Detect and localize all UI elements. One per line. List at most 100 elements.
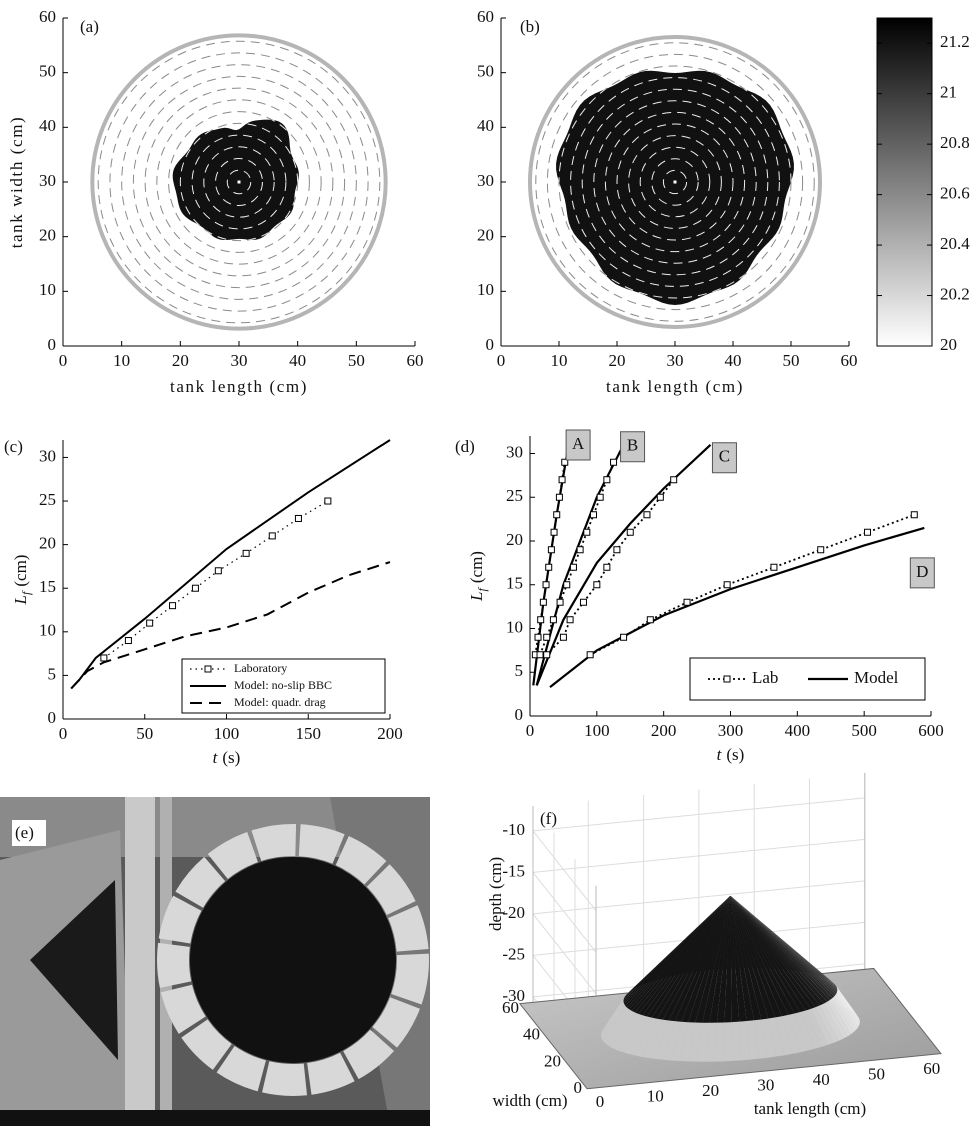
y-tick-label: 60: [477, 7, 494, 26]
x-axis-label: t(s): [213, 748, 241, 767]
lab-marker: [192, 585, 198, 591]
y-label-sub: f: [19, 590, 33, 595]
x-tick-label: 20: [172, 351, 189, 370]
lab-marker: [538, 617, 544, 623]
x-tick-label: 40: [813, 1070, 830, 1089]
panel-label: (a): [80, 17, 99, 36]
lab-marker: [269, 533, 275, 539]
y-tick-label: 0: [515, 705, 524, 724]
y-axis-label: Lf(cm): [11, 555, 33, 606]
x-tick-label: 50: [783, 351, 800, 370]
center-dot: [674, 181, 677, 184]
y-tick-label: 15: [39, 577, 56, 596]
lab-marker: [570, 564, 576, 570]
x-tick-label: 50: [348, 351, 365, 370]
x-tick-label: 20: [609, 351, 626, 370]
series-line: [71, 440, 390, 689]
lab-marker: [647, 617, 653, 623]
lab-marker: [771, 564, 777, 570]
tank: [92, 35, 385, 328]
y-label-main: L: [467, 591, 486, 601]
group-label: B: [627, 436, 638, 455]
y-tick-label: 0: [486, 335, 495, 354]
x-label-var: t: [213, 748, 219, 767]
lab-marker: [644, 512, 650, 518]
lab-marker: [604, 564, 610, 570]
legend-label: Model: [854, 668, 899, 687]
x-tick-label: 0: [59, 724, 68, 743]
y-tick-label: 20: [39, 226, 56, 245]
lab-marker: [621, 634, 627, 640]
x-tick-label: 20: [702, 1081, 719, 1100]
lab-marker: [604, 477, 610, 483]
x-tick-label: 50: [868, 1064, 885, 1083]
y-tick-label: 50: [39, 62, 56, 81]
lab-marker: [544, 634, 550, 640]
z-axis-label: depth (cm): [486, 857, 505, 931]
lab-marker: [818, 547, 824, 553]
x-axis-label: tank length (cm): [606, 377, 744, 396]
legend-marker: [205, 666, 211, 672]
lab-marker: [546, 564, 552, 570]
lab-marker: [535, 634, 541, 640]
lab-marker: [594, 582, 600, 588]
colorbar-tick-label: 20.6: [940, 184, 970, 203]
lab-marker: [567, 617, 573, 623]
x-tick-label: 150: [296, 724, 322, 743]
legend-label: Laboratory: [234, 661, 287, 675]
panel-label: (f): [540, 809, 557, 828]
photo: [0, 797, 430, 1126]
lab-marker: [101, 655, 107, 661]
x-tick-label: 40: [725, 351, 742, 370]
lab-marker: [614, 547, 620, 553]
y-axis-label: width (cm): [492, 1091, 567, 1110]
x-tick-label: 600: [918, 721, 944, 740]
group-label: C: [719, 447, 730, 466]
lab-marker: [911, 512, 917, 518]
y-tick-label: 10: [477, 280, 494, 299]
y-axis-label: tank width (cm): [7, 116, 26, 249]
x-tick-label: 0: [59, 351, 68, 370]
x-tick-label: 100: [584, 721, 610, 740]
z-tick-label: -15: [502, 861, 525, 880]
lab-marker: [550, 617, 556, 623]
lab-marker: [560, 634, 566, 640]
lab-marker: [559, 477, 565, 483]
y-tick-label: 30: [39, 446, 56, 465]
lab-marker: [627, 529, 633, 535]
x-tick-label: 10: [647, 1086, 664, 1105]
panel-label: (d): [455, 437, 475, 456]
y-tick-label: 15: [506, 574, 523, 593]
lab-marker: [548, 547, 554, 553]
x-tick-label: 40: [289, 351, 306, 370]
current-blob: [173, 120, 299, 240]
center-dot: [238, 181, 241, 184]
z-tick-label: -25: [502, 944, 525, 963]
x-label-var: t: [717, 745, 723, 764]
lab-marker: [865, 529, 871, 535]
x-tick-label: 300: [718, 721, 744, 740]
current-blob: [556, 71, 794, 305]
y-tick-label: 60: [39, 7, 56, 26]
grid-line: [533, 914, 596, 994]
y-tick-label: 50: [477, 62, 494, 81]
y-tick-label: 30: [39, 171, 56, 190]
x-tick-label: 200: [651, 721, 677, 740]
z-tick-label: -10: [502, 820, 525, 839]
x-tick-label: 10: [113, 351, 130, 370]
colorbar: [877, 18, 932, 346]
lab-marker: [540, 599, 546, 605]
lab-marker: [147, 620, 153, 626]
tank: [530, 37, 820, 327]
x-axis-label: tank length (cm): [170, 377, 308, 396]
lab-marker: [611, 459, 617, 465]
y-tick-label: 5: [515, 661, 524, 680]
panel-label: (b): [520, 17, 540, 36]
colorbar-tick-label: 20.4: [940, 234, 970, 253]
x-tick-label: 30: [757, 1075, 774, 1094]
y-label-unit: (cm): [467, 551, 486, 583]
legend: LabModel: [690, 658, 925, 700]
x-tick-label: 0: [596, 1092, 605, 1111]
y-tick-label: 20: [477, 226, 494, 245]
y-tick-label: 10: [39, 621, 56, 640]
